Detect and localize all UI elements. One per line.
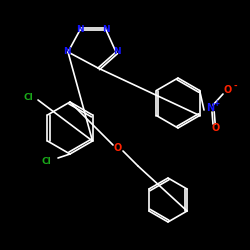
Text: N: N — [113, 48, 121, 56]
Text: O: O — [114, 143, 122, 153]
Text: O: O — [212, 123, 220, 133]
Text: Cl: Cl — [23, 94, 33, 102]
Text: N: N — [102, 26, 110, 35]
Text: -: - — [233, 82, 237, 90]
Text: N: N — [76, 26, 84, 35]
Text: Cl: Cl — [41, 158, 51, 166]
Text: N: N — [206, 103, 214, 113]
Text: O: O — [224, 85, 232, 95]
Text: N: N — [63, 48, 71, 56]
Text: +: + — [213, 100, 219, 108]
